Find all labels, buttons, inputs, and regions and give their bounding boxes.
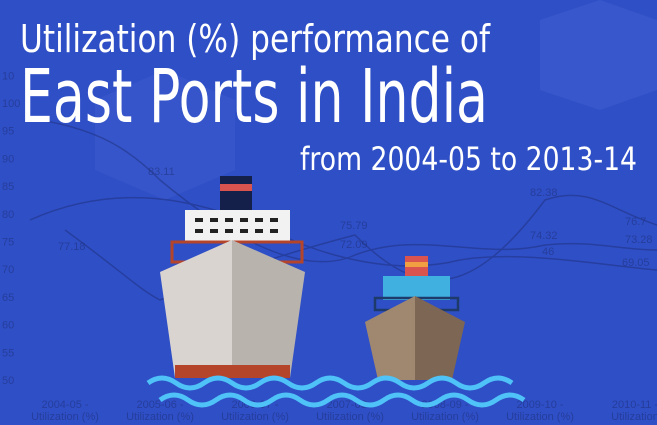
value-label: 83.11 xyxy=(148,166,175,178)
category-label: Utilization (%) xyxy=(411,411,479,423)
category-label: Utilization (%) xyxy=(506,411,574,423)
category-label: Utilization (%) xyxy=(31,411,99,423)
category-label: Utilization (%) xyxy=(316,411,384,423)
y-label: 50 xyxy=(2,375,14,387)
y-label: 85 xyxy=(2,181,14,193)
value-label: 72.09 xyxy=(340,239,368,251)
y-label: 95 xyxy=(2,126,14,138)
category-label: 2004-05 - xyxy=(41,399,88,411)
category-label: 2010-11 - xyxy=(612,399,657,411)
y-label: 65 xyxy=(2,292,14,304)
y-label: 70 xyxy=(2,264,14,276)
title-line-1: Utilization (%) performance of xyxy=(20,17,491,61)
category-label: Utilization (%) xyxy=(221,411,289,423)
background-lines xyxy=(29,119,657,301)
value-label: 82.38 xyxy=(530,187,558,199)
y-label: 10 xyxy=(2,70,14,82)
value-label: 76.7 xyxy=(625,216,646,228)
y-label: 75 xyxy=(2,237,14,249)
category-label: Utilization (%) xyxy=(126,411,194,423)
category-label: 2005-06 - xyxy=(136,399,183,411)
small-ship xyxy=(365,256,465,380)
y-label: 90 xyxy=(2,153,14,165)
value-label: 77.18 xyxy=(58,241,86,253)
category-label: 2009-10 - xyxy=(516,399,563,411)
hexagon xyxy=(95,70,235,200)
value-label: 74.32 xyxy=(530,230,558,242)
value-label: 75.79 xyxy=(340,220,368,232)
value-label: 73.28 xyxy=(625,234,653,246)
category-label: Utilization xyxy=(611,411,657,423)
waves xyxy=(146,375,526,408)
value-label: 46 xyxy=(542,246,554,258)
y-label: 80 xyxy=(2,209,14,221)
y-label: 60 xyxy=(2,320,14,332)
value-label: 69.05 xyxy=(622,257,650,269)
y-label: 100 xyxy=(2,98,20,110)
y-label: 55 xyxy=(2,347,14,359)
title-line-2: East Ports in India xyxy=(20,54,488,140)
big-ship xyxy=(160,176,305,378)
hexagon xyxy=(540,0,657,110)
title-line-3: from 2004-05 to 2013-14 xyxy=(300,140,637,178)
